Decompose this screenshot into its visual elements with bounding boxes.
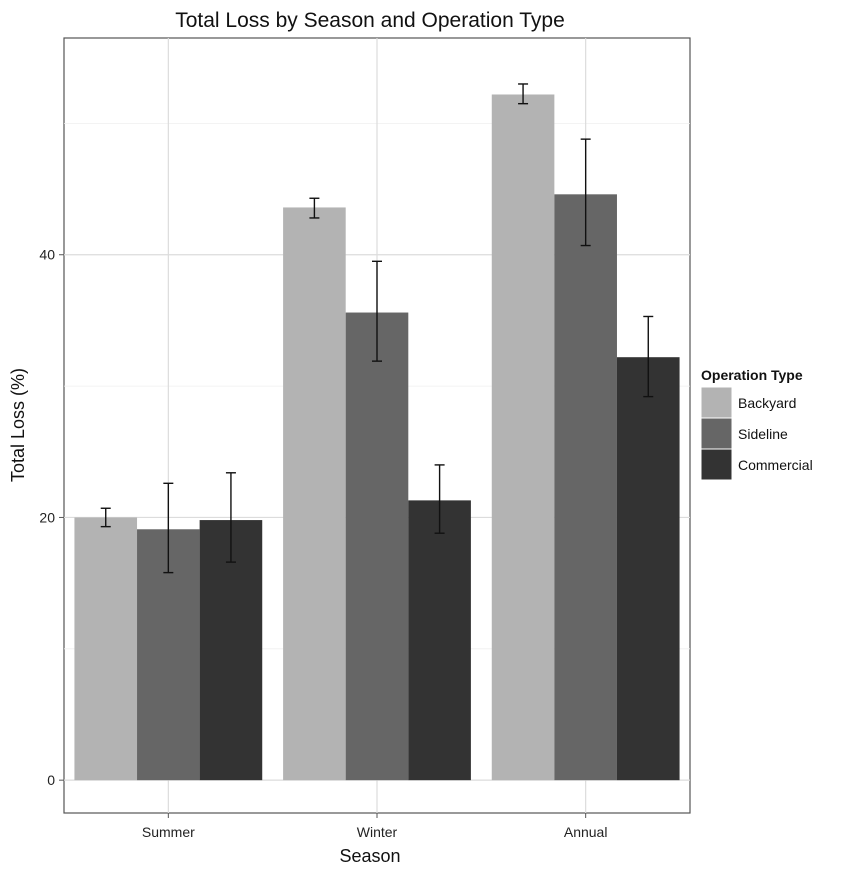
bar-sideline-winter: [345, 312, 409, 781]
x-tick-label: Summer: [142, 824, 195, 840]
legend-item-sideline: Sideline: [700, 417, 788, 450]
legend: Operation Type Backyard Sideline Commercia…: [700, 367, 813, 481]
bar-backyard-summer: [74, 517, 138, 781]
x-axis: Summer Winter Annual: [142, 813, 608, 840]
legend-swatch: [700, 417, 733, 450]
x-tick-label: Winter: [357, 824, 398, 840]
error-bar-sideline-summer: [163, 482, 174, 574]
bar-sideline-annual: [554, 194, 617, 781]
chart-title: Total Loss by Season and Operation Type: [175, 9, 565, 32]
bar-commercial-summer: [199, 520, 263, 781]
error-bar-commercial-annual: [643, 315, 654, 398]
legend-swatch: [700, 448, 733, 481]
error-bar-sideline-annual: [580, 138, 591, 247]
legend-label: Backyard: [738, 395, 796, 411]
y-tick-label: 20: [39, 509, 55, 525]
y-axis-title: Total Loss (%): [8, 368, 28, 482]
error-bars: [100, 83, 654, 574]
legend-item-commercial: Commercial: [700, 448, 813, 481]
x-axis-title: Season: [339, 846, 400, 866]
x-tick-label: Annual: [564, 824, 608, 840]
legend-label: Sideline: [738, 426, 788, 442]
y-tick-label: 0: [47, 772, 55, 788]
error-bar-commercial-summer: [225, 472, 236, 563]
error-bar-backyard-winter: [309, 197, 320, 219]
y-tick-label: 40: [39, 247, 55, 263]
error-bar-sideline-winter: [372, 260, 382, 362]
legend-item-backyard: Backyard: [700, 386, 796, 419]
legend-label: Commercial: [738, 457, 813, 473]
bar-commercial-winter: [408, 500, 471, 781]
bars: [74, 94, 680, 781]
legend-title: Operation Type: [701, 367, 803, 383]
y-axis: 0 20 40: [39, 247, 64, 788]
bar-backyard-annual: [491, 94, 555, 781]
error-bar-backyard-annual: [518, 83, 529, 105]
bar-backyard-winter: [283, 207, 346, 781]
bar-commercial-annual: [616, 357, 680, 781]
error-bar-backyard-summer: [100, 507, 111, 528]
legend-swatch: [700, 386, 733, 419]
error-bar-commercial-winter: [434, 464, 445, 534]
